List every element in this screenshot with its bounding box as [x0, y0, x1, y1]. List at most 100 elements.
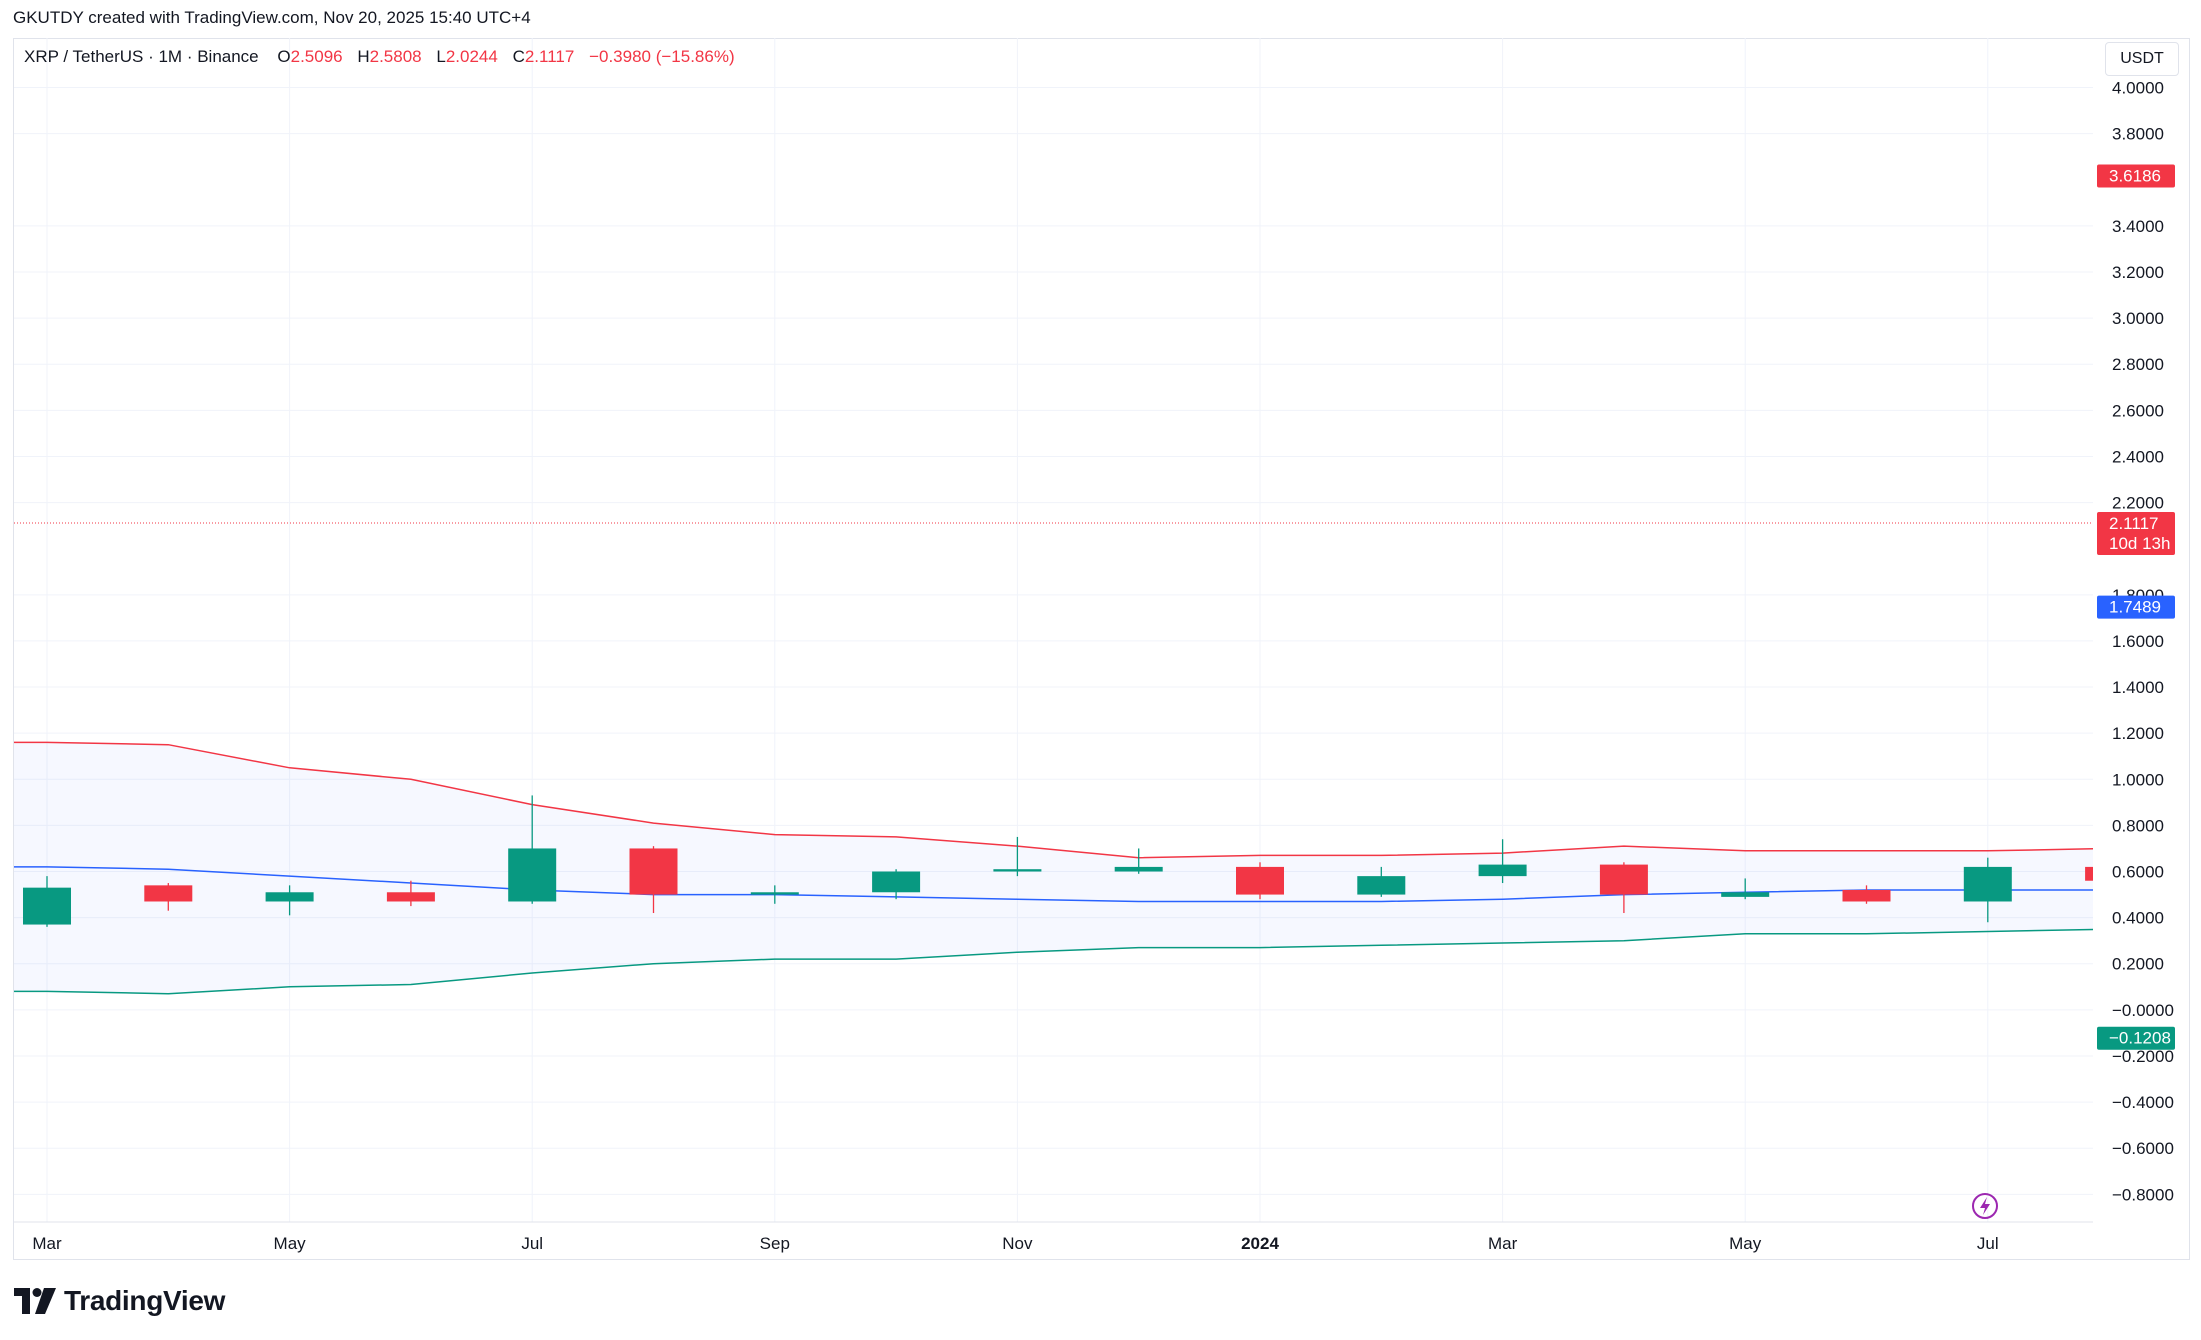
symbol-label[interactable]: XRP / TetherUS · 1M · Binance — [24, 47, 259, 66]
last-price-badge-text: 10d 13h — [2109, 534, 2170, 553]
low-label: L — [436, 47, 446, 66]
candle — [1478, 839, 1527, 884]
x-tick-label: Nov — [1002, 1234, 1033, 1253]
x-tick-label: Mar — [32, 1234, 62, 1253]
open-value: 2.5096 — [290, 47, 343, 66]
chart-credit: GKUTDY created with TradingView.com, Nov… — [13, 8, 531, 27]
candle-body — [1963, 866, 2012, 902]
chart-legend: XRP / TetherUS · 1M · Binance O2.5096 H2… — [24, 47, 745, 67]
y-tick-label: 3.0000 — [2112, 309, 2164, 328]
candle-body — [1478, 864, 1527, 877]
tradingview-logo-icon — [14, 1288, 56, 1314]
candle-body — [144, 885, 193, 902]
basis-badge-bg — [2097, 595, 2175, 619]
candle-body — [1599, 864, 1648, 895]
y-tick-label: 2.4000 — [2112, 447, 2164, 466]
candle-body — [1721, 892, 1770, 897]
open-label: O — [277, 47, 291, 66]
y-tick-label: 1.4000 — [2112, 678, 2164, 697]
logo-text: TradingView — [64, 1285, 226, 1316]
candle — [1963, 857, 2012, 923]
candle — [1599, 862, 1648, 914]
y-tick-label: 4.0000 — [2112, 79, 2164, 98]
lower-band-badge: −0.1208 — [2097, 1026, 2175, 1050]
y-tick-label: −0.8000 — [2112, 1185, 2174, 1204]
y-tick-label: 2.6000 — [2112, 401, 2164, 420]
x-tick-label: Mar — [1488, 1234, 1518, 1253]
tradingview-logo[interactable]: TradingView — [14, 1285, 225, 1317]
candle — [2085, 866, 2093, 881]
candle-body — [508, 848, 557, 902]
y-tick-label: −0.0000 — [2112, 1001, 2174, 1020]
y-tick-label: 2.2000 — [2112, 494, 2164, 513]
y-tick-label: −0.2000 — [2112, 1047, 2174, 1066]
change-value: −0.3980 (−15.86%) — [589, 47, 735, 66]
y-tick-label: 0.8000 — [2112, 816, 2164, 835]
candle — [750, 885, 799, 904]
y-tick-label: 2.8000 — [2112, 355, 2164, 374]
lightning-icon-bolt — [1980, 1197, 1990, 1215]
candle-body — [1236, 866, 1284, 895]
y-tick-label: −0.4000 — [2112, 1093, 2174, 1112]
x-tick-label: Jul — [521, 1234, 543, 1253]
candles-layer — [14, 522, 2093, 927]
upper-band-badge-text: 3.6186 — [2109, 166, 2161, 185]
candle-body — [629, 848, 678, 895]
x-tick-label: 2024 — [1241, 1234, 1279, 1253]
candle — [1721, 878, 1770, 900]
x-tick-label: Sep — [760, 1234, 790, 1253]
candle-body — [1842, 889, 1891, 902]
close-value: 2.1117 — [524, 47, 575, 66]
y-tick-label: 0.6000 — [2112, 863, 2164, 882]
upper-band-line — [14, 741, 2093, 859]
grid-layer — [14, 38, 2093, 1222]
upper-band-badge-bg — [2097, 164, 2175, 188]
y-tick-label: 0.4000 — [2112, 909, 2164, 928]
lightning-icon-ring — [1972, 1193, 1998, 1219]
candle — [23, 876, 71, 927]
x-tick-label: Jul — [1977, 1234, 1999, 1253]
candle-body — [265, 892, 314, 902]
candle-body — [750, 892, 799, 895]
high-value: 2.5808 — [369, 47, 422, 66]
y-tick-label: 1.2000 — [2112, 724, 2164, 743]
upper-band-badge: 3.6186 — [2097, 164, 2175, 188]
chart-frame — [13, 38, 2190, 1260]
candle-body — [386, 892, 435, 902]
candle-body — [1357, 876, 1406, 895]
candle-body — [872, 871, 921, 893]
candle — [386, 880, 435, 907]
y-tick-label: 1.6000 — [2112, 632, 2164, 651]
basis-badge-text: 1.7489 — [2109, 598, 2161, 617]
y-tick-label: 0.2000 — [2112, 955, 2164, 974]
low-value: 2.0244 — [445, 47, 498, 66]
currency-button[interactable]: USDT — [2105, 42, 2179, 76]
candle-body — [993, 869, 1042, 872]
candle-body — [1114, 866, 1163, 872]
lower-band-line — [14, 928, 2093, 995]
candle — [1357, 866, 1406, 897]
candle — [1114, 848, 1163, 874]
candle — [872, 869, 921, 900]
y-tick-label: −0.6000 — [2112, 1139, 2174, 1158]
high-label: H — [357, 47, 370, 66]
y-tick-label: 3.8000 — [2112, 125, 2164, 144]
candle — [629, 846, 678, 914]
basis-badge: 1.7489 — [2097, 595, 2175, 619]
x-tick-label: May — [274, 1234, 307, 1253]
lower-band-badge-text: −0.1208 — [2109, 1029, 2171, 1048]
candle-body — [23, 887, 71, 925]
candle — [1842, 885, 1891, 904]
y-tick-label: 3.4000 — [2112, 217, 2164, 236]
candle — [144, 883, 193, 911]
axis-layer: 4.0000 3.8000 3.4000 3.2000 3.0000 2.8000 2.60… — [14, 79, 2175, 1253]
lower-band-badge-bg — [2097, 1026, 2175, 1050]
y-tick-label: 1.0000 — [2112, 770, 2164, 789]
candle — [1236, 862, 1284, 900]
candle-body — [2085, 866, 2093, 881]
lightning-icon[interactable] — [1972, 1193, 1998, 1219]
bands-layer — [14, 741, 2093, 995]
y-tick-label: 3.2000 — [2112, 263, 2164, 282]
